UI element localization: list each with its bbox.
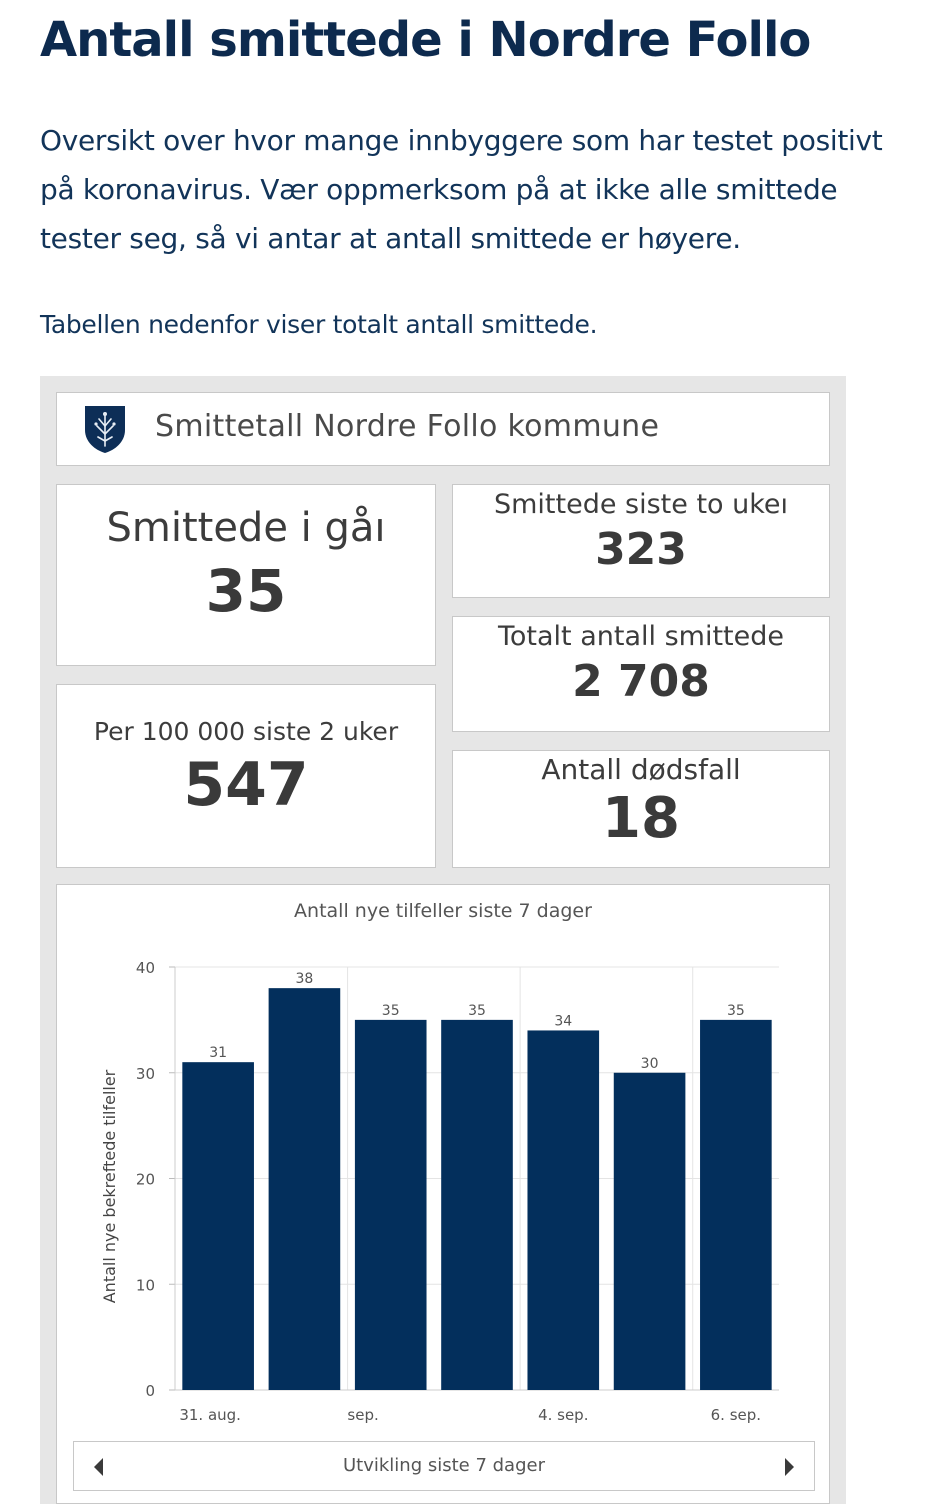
stat-smittede-siste-to-uker: Smittede siste to ukeı 323: [452, 484, 830, 598]
data-label: 35: [382, 1003, 400, 1019]
stat-label: Smittede i gåı: [106, 505, 386, 551]
data-label: 35: [727, 1003, 745, 1019]
y-tick-label: 10: [136, 1276, 155, 1294]
bar: [700, 1019, 772, 1390]
chart-navigation: Utvikling siste 7 dager: [73, 1441, 815, 1491]
dashboard-title: Smittetall Nordre Follo kommune: [155, 409, 660, 444]
intro-text: Oversikt over hvor mange innbyggere som …: [40, 124, 883, 255]
y-tick-label: 20: [136, 1171, 155, 1189]
y-tick-label: 0: [145, 1382, 155, 1400]
stat-value: 547: [183, 750, 309, 820]
dashboard-header: Smittetall Nordre Follo kommune: [56, 392, 830, 466]
bar: [268, 988, 341, 1390]
stat-value: 35: [205, 557, 287, 625]
dashboard: Smittetall Nordre Follo kommune Smittede…: [40, 376, 846, 1504]
stat-label: Per 100 000 siste 2 uker: [93, 717, 399, 746]
data-label: 38: [296, 971, 314, 987]
stat-value: 18: [602, 786, 680, 851]
stat-smittede-i-gar: Smittede i gåı 35: [56, 484, 436, 666]
chart-title: Antall nye tilfeller siste 7 dager: [294, 900, 592, 922]
x-tick-label: 6. sep.: [711, 1406, 761, 1424]
bar: [441, 1019, 513, 1390]
shield-icon: [85, 406, 125, 453]
y-tick-label: 30: [136, 1065, 155, 1083]
bar: [182, 1062, 254, 1390]
data-label: 35: [468, 1003, 486, 1019]
data-label: 30: [641, 1056, 659, 1072]
bar-chart: Antall nye tilfeller siste 7 dager 0 10 20 3…: [100, 900, 779, 1424]
page-title: Antall smittede i Nordre Follo: [40, 12, 811, 68]
stat-label: Totalt antall smittede: [497, 621, 784, 652]
x-tick-label: sep.: [347, 1406, 378, 1424]
stat-label: Smittede siste to ukeı: [493, 489, 789, 520]
stat-value: 323: [595, 524, 687, 575]
y-axis-label: Antall nye bekreftede tilfeller: [100, 1069, 119, 1303]
x-tick-label: 31. aug.: [179, 1406, 241, 1424]
nav-label: Utvikling siste 7 dager: [342, 1455, 545, 1476]
stat-totalt-antall-smittede: Totalt antall smittede 2 708: [452, 616, 830, 732]
x-tick-label: 4. sep.: [538, 1406, 588, 1424]
chart-panel: Antall nye tilfeller siste 7 dager 0 10 20 3…: [56, 884, 830, 1504]
stat-antall-dodsfall: Antall dødsfall 18: [452, 750, 830, 868]
stat-per-100000: Per 100 000 siste 2 uker 547: [56, 684, 436, 868]
data-label: 31: [209, 1045, 227, 1061]
bar: [527, 1030, 600, 1390]
stat-label: Antall dødsfall: [541, 753, 741, 786]
bar: [354, 1019, 427, 1390]
stat-value: 2 708: [572, 656, 710, 707]
chevron-right-icon[interactable]: [785, 1458, 794, 1476]
data-label: 34: [554, 1013, 572, 1029]
y-tick-label: 40: [136, 959, 155, 977]
chevron-left-icon[interactable]: [94, 1458, 103, 1476]
bar: [613, 1072, 686, 1390]
lead-text: Tabellen nedenfor viser totalt antall sm…: [40, 310, 598, 339]
